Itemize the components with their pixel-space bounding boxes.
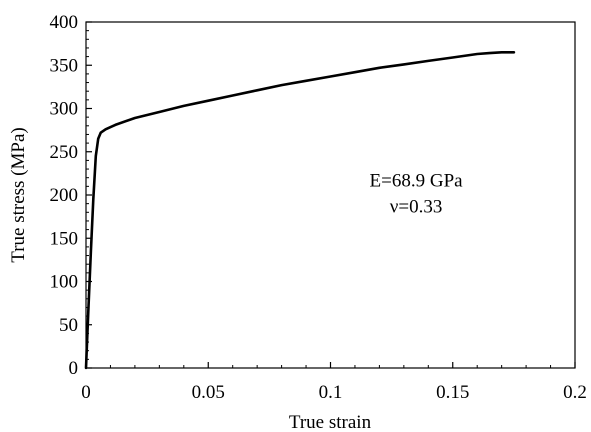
x-tick-label: 0.1 — [319, 382, 343, 403]
tick-labels: 0 50 100 150 200 250 300 350 400 0 0.05 0.1 0.15 0.2 — [50, 12, 587, 403]
x-tick-label: 0 — [81, 382, 91, 403]
y-tick-label: 150 — [50, 228, 79, 249]
y-tick-label: 250 — [50, 142, 79, 163]
plot-area — [85, 21, 576, 369]
y-tick-label: 50 — [59, 315, 78, 336]
x-tick-label: 0.15 — [436, 382, 469, 403]
x-tick-label: 0.2 — [563, 382, 587, 403]
annotation-text: ν=0.33 — [390, 196, 443, 217]
y-axis-title: True stress (MPa) — [8, 127, 29, 262]
x-axis-title: True strain — [289, 412, 372, 432]
y-tick-label: 200 — [50, 185, 79, 206]
y-tick-label: 100 — [50, 272, 79, 293]
y-tick-label: 400 — [50, 12, 79, 33]
y-tick-label: 350 — [50, 55, 79, 76]
annotation-text: E=68.9 GPa — [370, 170, 464, 191]
annotations: E=68.9 GPa ν=0.33 — [370, 170, 464, 217]
y-tick-label: 300 — [50, 99, 79, 120]
ticks — [85, 21, 576, 369]
y-tick-label: 0 — [69, 358, 79, 379]
x-tick-label: 0.05 — [192, 382, 225, 403]
series-line — [84, 50, 516, 370]
